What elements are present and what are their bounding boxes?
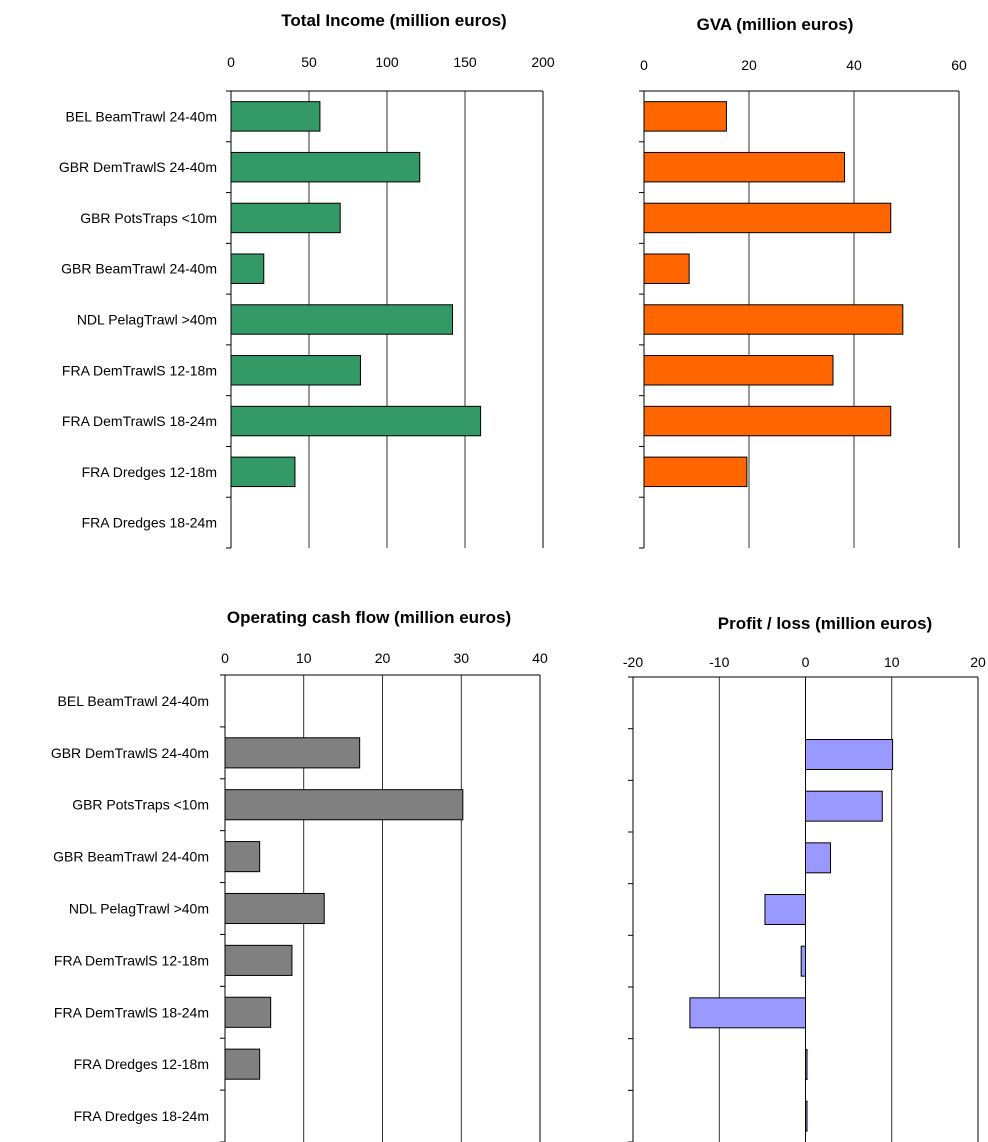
- category-label: GBR PotsTraps <10m: [72, 797, 209, 813]
- x-tick-label: 40: [532, 650, 548, 666]
- category-label: FRA DemTrawlS 18-24m: [62, 413, 217, 429]
- x-tick-label: -10: [709, 654, 729, 670]
- x-tick-label: 150: [453, 54, 477, 70]
- category-label: GBR DemTrawlS 24-40m: [59, 159, 217, 175]
- x-tick-label: 0: [227, 54, 235, 70]
- bar: [230, 101, 321, 132]
- x-tick-label: 20: [375, 650, 391, 666]
- chart-title: Operating cash flow (million euros): [227, 608, 511, 627]
- panel-operating-cash-flow: Operating cash flow (million euros) 0 10 20…: [51, 608, 548, 1142]
- bar: [643, 456, 748, 488]
- bar: [643, 304, 904, 335]
- x-tick-label: 30: [453, 650, 469, 666]
- x-tick-label: 50: [301, 54, 317, 70]
- bar: [643, 253, 690, 284]
- bar: [224, 1048, 261, 1080]
- bar: [230, 355, 361, 386]
- bar: [230, 202, 341, 234]
- category-label: GBR DemTrawlS 24-40m: [51, 745, 209, 761]
- category-label: FRA Dredges 12-18m: [74, 1056, 209, 1072]
- bar: [224, 944, 293, 976]
- category-label: FRA Dredges 18-24m: [74, 1108, 209, 1124]
- bar: [805, 1100, 808, 1132]
- x-tick-label: 0: [221, 650, 229, 666]
- bar: [805, 842, 832, 874]
- category-label: FRA DemTrawlS 12-18m: [54, 952, 209, 968]
- panel-profit-loss: Profit / loss (million euros) -20 -10 0 10 20: [623, 614, 986, 1142]
- bar: [224, 789, 464, 821]
- category-label: FRA DemTrawlS 12-18m: [62, 362, 217, 378]
- x-tick-label: 60: [951, 57, 967, 73]
- bar: [643, 202, 892, 234]
- bar: [224, 996, 272, 1028]
- chart-title: Total Income (million euros): [281, 11, 506, 30]
- x-tick-label: 10: [296, 650, 312, 666]
- bar: [643, 355, 834, 386]
- x-tick-label: -20: [623, 654, 643, 670]
- category-label: NDL PelagTrawl >40m: [77, 312, 217, 328]
- category-label: BEL BeamTrawl 24-40m: [66, 108, 217, 124]
- x-tick-label: 0: [640, 57, 648, 73]
- panel-total-income: Total Income (million euros) 0 50 100 150 200…: [59, 11, 555, 549]
- bar: [230, 253, 265, 284]
- category-label: NDL PelagTrawl >40m: [69, 901, 209, 917]
- category-label: FRA Dredges 18-24m: [82, 515, 217, 531]
- bar: [230, 304, 454, 335]
- chart-title: GVA (million euros): [697, 15, 854, 34]
- panel-gva: GVA (million euros) 0 20 40 60: [639, 15, 967, 549]
- category-label: GBR BeamTrawl 24-40m: [61, 261, 217, 277]
- bar: [805, 790, 883, 822]
- x-tick-label: 100: [375, 54, 399, 70]
- x-tick-label: 0: [802, 654, 810, 670]
- x-tick-label: 20: [970, 654, 986, 670]
- bar: [643, 151, 846, 183]
- bar: [805, 1049, 808, 1080]
- bar: [643, 405, 892, 437]
- bar: [230, 456, 296, 488]
- bar: [224, 737, 361, 769]
- bar: [224, 892, 325, 925]
- x-tick-label: 20: [741, 57, 757, 73]
- x-tick-label: 10: [884, 654, 900, 670]
- bar: [643, 101, 727, 132]
- category-label: GBR PotsTraps <10m: [80, 210, 217, 226]
- bar: [800, 945, 806, 977]
- bar: [230, 405, 482, 437]
- category-label: GBR BeamTrawl 24-40m: [53, 849, 209, 865]
- x-tick-label: 40: [846, 57, 862, 73]
- bar: [805, 739, 894, 770]
- category-label: FRA Dredges 12-18m: [82, 464, 217, 480]
- category-label: BEL BeamTrawl 24-40m: [58, 693, 209, 709]
- category-label: FRA DemTrawlS 18-24m: [54, 1004, 209, 1020]
- bar: [224, 841, 261, 873]
- bar: [689, 997, 806, 1029]
- bar: [764, 894, 807, 925]
- chart-title: Profit / loss (million euros): [718, 614, 932, 633]
- x-tick-label: 200: [531, 54, 555, 70]
- bar: [230, 151, 421, 183]
